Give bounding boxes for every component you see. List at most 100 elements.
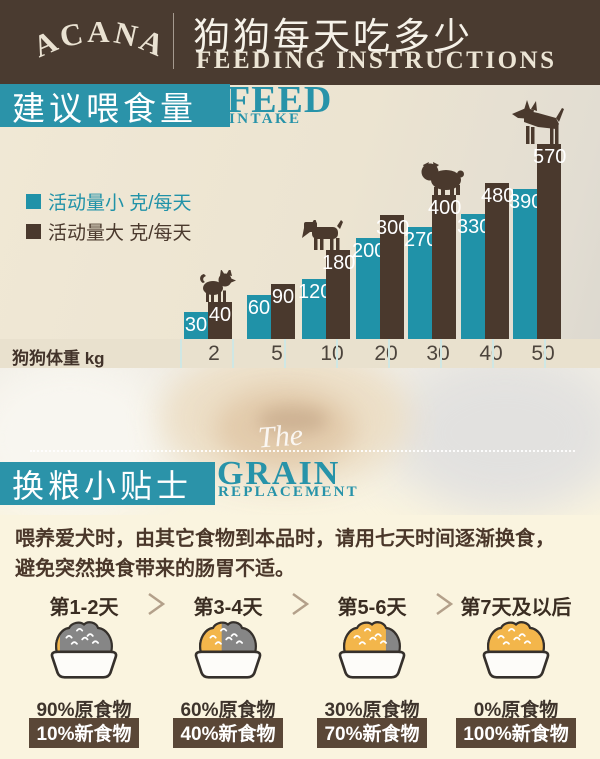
food-bowl xyxy=(472,620,560,685)
bar-value-label: 60 xyxy=(247,297,271,319)
bar-low-activity-30kg: 270 xyxy=(404,227,437,339)
bar-high-activity-2kg: 40 xyxy=(208,302,232,339)
x-axis-tick-2kg: 2 xyxy=(208,342,220,365)
legend-item-high-activity: 活动量大 克/每天 xyxy=(26,218,192,245)
svg-text:ACANA: ACANA xyxy=(28,14,172,64)
grain-subtitle-en: REPLACEMENT xyxy=(218,484,359,500)
axis-column-separator xyxy=(388,339,390,368)
transition-step-2: 第3-4天 60%原食物 40%新食物 xyxy=(156,591,300,751)
instructions-line-1: 喂养爱犬时，由其它食物到本品时，请用七天时间逐渐换食， xyxy=(15,528,555,550)
food-bowl xyxy=(40,620,128,685)
feed-chart: 狗狗体重 kg 2 5 10 20 30 40 50 30 40 60 90 120 180 200 30… xyxy=(0,85,600,368)
step-arrow-icon xyxy=(289,592,311,616)
bar-low-activity-40kg: 330 xyxy=(457,214,490,339)
new-food-percentage-badge: 40%新食物 xyxy=(173,718,283,748)
bar-low-activity-50kg: 390 xyxy=(509,189,542,339)
decor-dotted-line xyxy=(30,450,575,452)
feed-section: 建议喂食量 FEED INTAKE 活动量小 克/每天 活动量大 克/每天 xyxy=(0,79,600,368)
script-watermark: The xyxy=(256,418,305,455)
step-arrow-icon xyxy=(433,592,455,616)
legend-item-low-activity: 活动量小 克/每天 xyxy=(26,188,192,215)
bowl-icon xyxy=(482,621,550,679)
x-axis-tick-40kg: 40 xyxy=(479,342,503,365)
feed-subtitle-en: INTAKE xyxy=(229,111,302,127)
old-food-percentage: 60%原食物 xyxy=(180,700,276,721)
axis-column-separator xyxy=(492,339,494,368)
dog-icon-doberman xyxy=(512,100,564,144)
bowl-icon xyxy=(194,621,262,679)
grain-title-en: GRAIN xyxy=(217,455,341,492)
bar-high-activity-20kg: 300 xyxy=(376,215,409,339)
bar-value-label: 120 xyxy=(298,281,332,303)
instructions-line-2: 避免突然换食带来的肠胃不适。 xyxy=(15,558,295,580)
header-title-cn: 狗狗每天吃多少 xyxy=(193,16,473,57)
bar-low-activity-10kg: 120 xyxy=(298,279,331,339)
header-bar: ACANA 狗狗每天吃多少 FEEDING INSTRUCTIONS xyxy=(0,0,600,85)
axis-column-separator xyxy=(284,339,286,368)
old-food-percentage: 30%原食物 xyxy=(324,700,420,721)
x-axis-title: 狗狗体重 kg xyxy=(12,349,105,368)
header-divider xyxy=(173,13,174,69)
old-food-percentage: 90%原食物 xyxy=(36,700,132,721)
food-bowl xyxy=(184,620,272,685)
bar-value-label: 180 xyxy=(322,252,356,274)
step-arrow-icon xyxy=(145,592,167,616)
x-axis-tick-50kg: 50 xyxy=(531,342,555,365)
dog-icon-schnauzer xyxy=(302,220,343,250)
x-axis-tick-5kg: 5 xyxy=(271,342,283,365)
dog-eyes-blob xyxy=(258,406,328,434)
bar-low-activity-5kg: 60 xyxy=(247,295,271,339)
transition-step-3: 第5-6天 30%原食物 70%新食物 xyxy=(300,591,444,751)
axis-column-separator xyxy=(180,339,182,368)
step-day-label: 第3-4天 xyxy=(193,597,263,619)
feed-title-en: FEED xyxy=(227,79,333,121)
bar-value-label: 40 xyxy=(208,304,232,326)
bar-low-activity-20kg: 200 xyxy=(352,238,385,339)
bar-value-label: 200 xyxy=(352,240,386,262)
bar-value-label: 390 xyxy=(509,191,543,213)
bar-value-label: 270 xyxy=(404,229,438,251)
bar-high-activity-50kg: 570 xyxy=(533,144,566,339)
transition-instructions: 喂养爱犬时，由其它食物到本品时，请用七天时间逐渐换食， 避免突然换食带来的肠胃不… xyxy=(15,524,575,584)
photo-gray-area xyxy=(390,368,600,513)
axis-column-separator xyxy=(544,339,546,368)
legend-swatch-teal xyxy=(26,194,41,209)
x-axis-tick-20kg: 20 xyxy=(374,342,398,365)
food-bowl xyxy=(328,620,416,685)
bar-high-activity-5kg: 90 xyxy=(271,284,295,339)
bar-low-activity-2kg: 30 xyxy=(184,312,208,339)
dog-icon-pug xyxy=(421,162,464,195)
header-title-en: FEEDING INSTRUCTIONS xyxy=(196,47,557,74)
x-axis-tick-30kg: 30 xyxy=(426,342,450,365)
axis-column-separator xyxy=(336,339,338,368)
bar-value-label: 30 xyxy=(184,314,208,336)
legend-swatch-brown xyxy=(26,224,41,239)
bar-high-activity-10kg: 180 xyxy=(322,250,355,339)
legend-label: 活动量大 克/每天 xyxy=(48,223,192,244)
x-axis-tick-10kg: 10 xyxy=(320,342,344,365)
bar-value-label: 400 xyxy=(428,197,462,219)
bar-value-label: 480 xyxy=(481,185,515,207)
acana-logo: ACANA xyxy=(28,14,172,64)
step-day-label: 第5-6天 xyxy=(337,597,407,619)
bar-value-label: 330 xyxy=(457,216,491,238)
bar-value-label: 300 xyxy=(376,217,410,239)
transition-step-4: 第7天及以后 0%原食物 100%新食物 xyxy=(444,591,588,751)
bar-value-label: 570 xyxy=(533,146,567,168)
axis-column-separator xyxy=(440,339,442,368)
new-food-percentage-badge: 100%新食物 xyxy=(456,718,576,748)
dog-icon-chihuahua xyxy=(200,270,236,302)
grain-banner-label: 换粮小贴士 xyxy=(12,467,193,504)
feed-banner: 建议喂食量 xyxy=(0,84,230,127)
transition-step-1: 第1-2天 90%原食物 10%新食物 xyxy=(12,591,156,751)
bar-high-activity-30kg: 400 xyxy=(428,195,461,339)
step-day-label: 第1-2天 xyxy=(49,597,119,619)
new-food-percentage-badge: 10%新食物 xyxy=(29,718,139,748)
x-axis-band: 狗狗体重 kg 2 5 10 20 30 40 50 xyxy=(0,339,600,368)
feed-banner-label: 建议喂食量 xyxy=(12,89,197,127)
bar-value-label: 90 xyxy=(271,286,295,308)
bowl-icon xyxy=(50,621,118,679)
new-food-percentage-badge: 70%新食物 xyxy=(317,718,427,748)
bar-high-activity-40kg: 480 xyxy=(481,183,514,339)
